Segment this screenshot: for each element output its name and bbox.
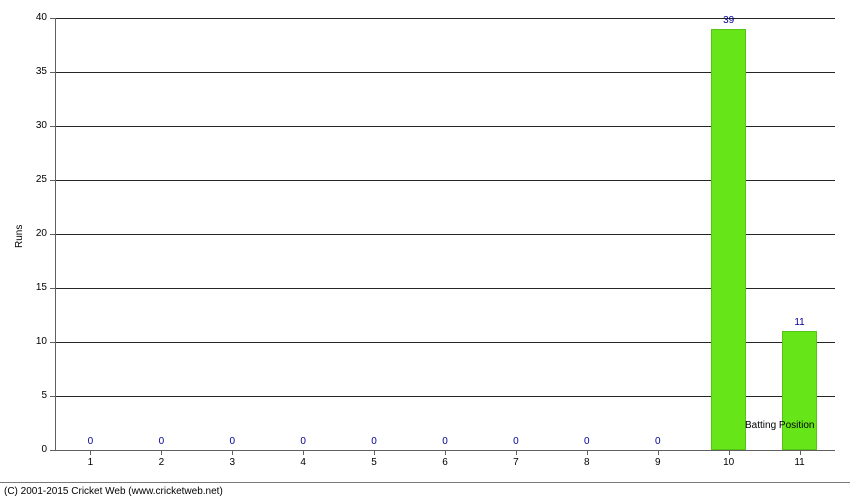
- y-tick-label: 15: [13, 282, 47, 293]
- bar-value-label: 0: [496, 436, 536, 447]
- bar-value-label: 0: [283, 436, 323, 447]
- x-tick-label: 9: [638, 457, 678, 468]
- bar-value-label: 0: [425, 436, 465, 447]
- runs-by-batting-position-chart: 0510152025303540010203040506070809391011…: [0, 0, 850, 500]
- y-tick-label: 35: [13, 66, 47, 77]
- bar-value-label: 0: [141, 436, 181, 447]
- x-tick-mark: [800, 450, 801, 455]
- x-tick-mark: [445, 450, 446, 455]
- x-tick-label: 3: [212, 457, 252, 468]
- copyright-footer: (C) 2001-2015 Cricket Web (www.cricketwe…: [0, 482, 850, 500]
- x-tick-label: 6: [425, 457, 465, 468]
- x-axis-title: Batting Position: [745, 420, 815, 431]
- x-tick-mark: [90, 450, 91, 455]
- bar-value-label: 11: [780, 317, 820, 328]
- x-tick-label: 7: [496, 457, 536, 468]
- y-axis: [55, 18, 56, 450]
- y-axis-title: Runs: [14, 225, 25, 248]
- bar: [711, 29, 746, 450]
- bar-value-label: 0: [354, 436, 394, 447]
- x-tick-mark: [232, 450, 233, 455]
- x-tick-label: 5: [354, 457, 394, 468]
- x-tick-label: 1: [70, 457, 110, 468]
- bar: [782, 331, 817, 450]
- x-tick-mark: [587, 450, 588, 455]
- y-tick-label: 30: [13, 120, 47, 131]
- x-tick-mark: [729, 450, 730, 455]
- bar-value-label: 0: [567, 436, 607, 447]
- x-tick-label: 4: [283, 457, 323, 468]
- x-tick-label: 10: [709, 457, 749, 468]
- bar-value-label: 0: [70, 436, 110, 447]
- x-tick-mark: [303, 450, 304, 455]
- bar-value-label: 39: [709, 15, 749, 26]
- x-tick-mark: [516, 450, 517, 455]
- x-tick-mark: [161, 450, 162, 455]
- x-tick-label: 8: [567, 457, 607, 468]
- x-tick-label: 2: [141, 457, 181, 468]
- y-tick-label: 0: [13, 444, 47, 455]
- x-tick-mark: [374, 450, 375, 455]
- bar-value-label: 0: [638, 436, 678, 447]
- x-tick-label: 11: [780, 457, 820, 468]
- y-tick-label: 10: [13, 336, 47, 347]
- y-tick-label: 25: [13, 174, 47, 185]
- y-tick-label: 5: [13, 390, 47, 401]
- bar-value-label: 0: [212, 436, 252, 447]
- x-tick-mark: [658, 450, 659, 455]
- y-tick-label: 40: [13, 12, 47, 23]
